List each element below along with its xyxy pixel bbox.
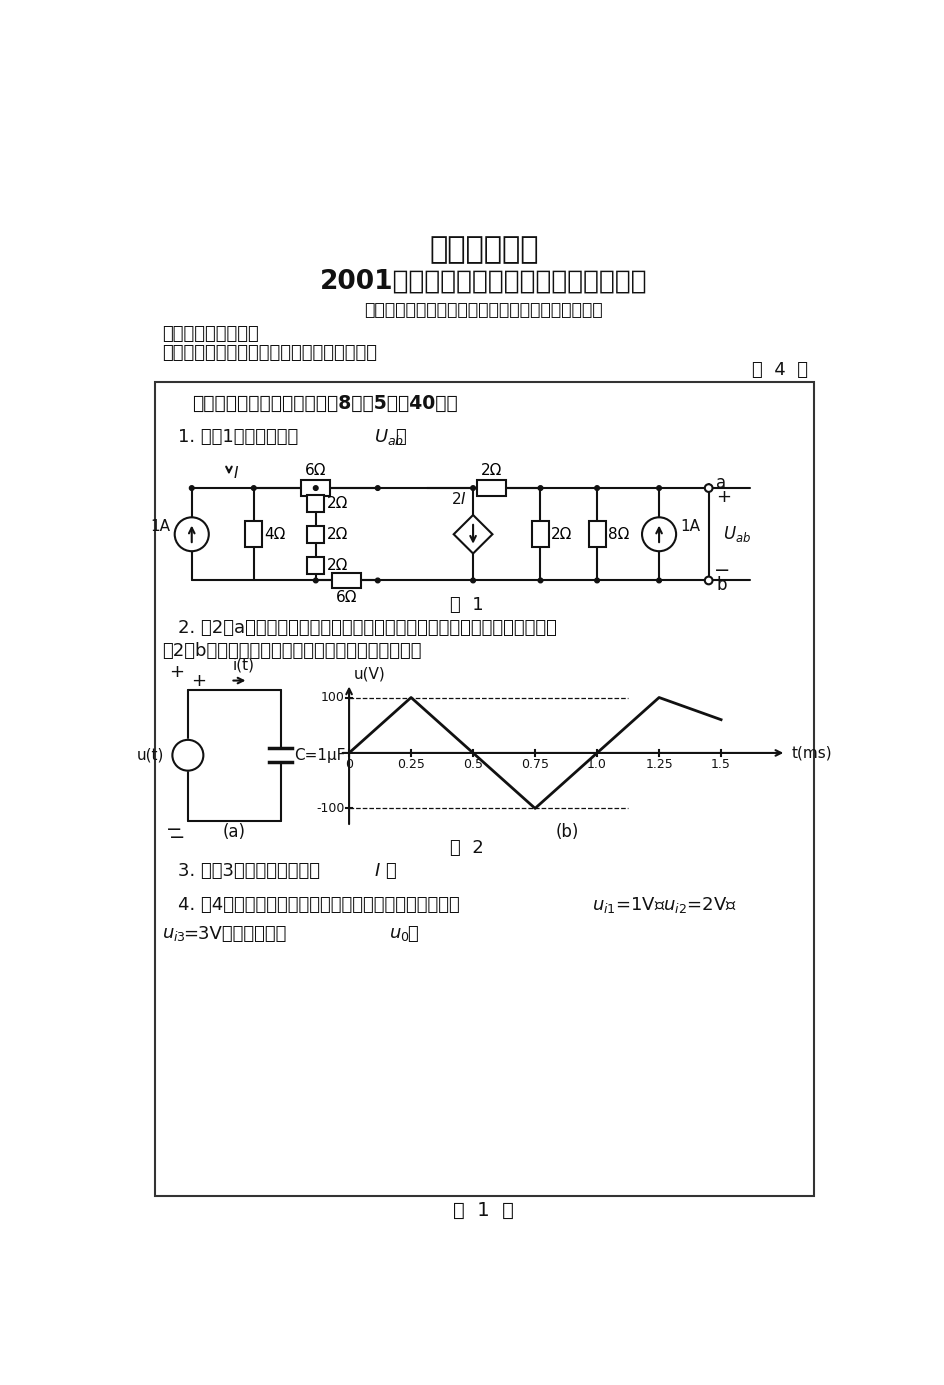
Bar xyxy=(307,526,324,543)
Circle shape xyxy=(251,486,256,490)
Text: $I$: $I$ xyxy=(232,464,239,481)
Text: 2Ω: 2Ω xyxy=(480,463,501,478)
Circle shape xyxy=(594,578,598,583)
Text: 2001年攻读硕士学位研究生入学考试试卷: 2001年攻读硕士学位研究生入学考试试卷 xyxy=(320,269,647,295)
Bar xyxy=(307,557,324,573)
Text: 0.5: 0.5 xyxy=(463,759,482,771)
Circle shape xyxy=(375,486,379,490)
Text: 3. 求图3所示电路中的电流: 3. 求图3所示电路中的电流 xyxy=(177,861,319,879)
Text: 1.25: 1.25 xyxy=(645,759,672,771)
Text: +: + xyxy=(715,489,730,507)
Text: t(ms): t(ms) xyxy=(791,745,832,760)
Text: a: a xyxy=(716,475,726,493)
Text: 共  4  页: 共 4 页 xyxy=(751,361,807,379)
Bar xyxy=(307,494,324,512)
Text: 0.75: 0.75 xyxy=(520,759,548,771)
Text: 4. 图4所示为理想运算放大器电路。已知各输入电压为：: 4. 图4所示为理想运算放大器电路。已知各输入电压为： xyxy=(177,896,459,914)
Text: 1.5: 1.5 xyxy=(711,759,731,771)
Text: (a): (a) xyxy=(223,823,245,841)
Text: 2. 图2（a）所示为一线性电容与一理想电压源连接。已知电压源电压波形如: 2. 图2（a）所示为一线性电容与一理想电压源连接。已知电压源电压波形如 xyxy=(177,619,556,637)
Circle shape xyxy=(375,578,379,583)
Circle shape xyxy=(704,576,712,584)
Circle shape xyxy=(537,578,542,583)
Polygon shape xyxy=(453,515,492,554)
Text: u(V): u(V) xyxy=(353,666,385,681)
Circle shape xyxy=(175,518,209,551)
Bar xyxy=(301,481,330,496)
Bar xyxy=(244,521,262,547)
Text: −: − xyxy=(165,820,182,839)
Text: 图  2: 图 2 xyxy=(449,839,483,857)
Bar xyxy=(588,521,605,547)
Circle shape xyxy=(313,486,318,490)
Text: 2Ω: 2Ω xyxy=(327,558,347,572)
Circle shape xyxy=(656,486,661,490)
Circle shape xyxy=(470,486,475,490)
Text: +: + xyxy=(191,672,206,690)
Text: -100: -100 xyxy=(315,802,344,814)
Text: 4Ω: 4Ω xyxy=(264,526,286,542)
Text: $U_{ab}$: $U_{ab}$ xyxy=(374,427,404,447)
Text: 图  1: 图 1 xyxy=(449,596,483,614)
Text: （请在答题纸上做答，试后本卷与答题纸一同交回）: （请在答题纸上做答，试后本卷与答题纸一同交回） xyxy=(364,301,602,319)
Circle shape xyxy=(641,518,675,551)
Circle shape xyxy=(704,485,712,492)
Text: (b): (b) xyxy=(555,823,579,841)
Text: $u_0$: $u_0$ xyxy=(389,925,410,943)
Text: 1. 求图1所示电路中的: 1. 求图1所示电路中的 xyxy=(177,428,297,446)
Bar xyxy=(331,573,362,589)
Text: 100: 100 xyxy=(320,691,344,704)
Text: 0: 0 xyxy=(345,759,353,771)
Text: C=1μF: C=1μF xyxy=(294,748,346,763)
Circle shape xyxy=(189,486,194,490)
Text: 2Ω: 2Ω xyxy=(327,496,347,511)
Text: 图2（b）。求电容电流、功率、电容储能的波形图。: 图2（b）。求电容电流、功率、电容储能的波形图。 xyxy=(162,643,421,661)
Text: 0.25: 0.25 xyxy=(396,759,425,771)
Circle shape xyxy=(537,486,542,490)
Circle shape xyxy=(470,578,475,583)
Text: 适用专业：电机与电器、电力系统及其自动化: 适用专业：电机与电器、电力系统及其自动化 xyxy=(162,343,377,361)
Text: i(t): i(t) xyxy=(232,656,254,672)
Text: =3V。求输出电压: =3V。求输出电压 xyxy=(183,925,286,943)
Text: −: − xyxy=(169,828,185,848)
Text: 一、求解下列各题：（每小题8分，5题共40分）: 一、求解下列各题：（每小题8分，5题共40分） xyxy=(192,393,457,413)
Bar xyxy=(476,481,505,496)
Text: 2Ω: 2Ω xyxy=(550,526,572,542)
Text: $I$: $I$ xyxy=(374,861,380,879)
Circle shape xyxy=(172,740,203,770)
Text: 1A: 1A xyxy=(150,519,170,535)
Text: b: b xyxy=(716,576,726,594)
Text: 。: 。 xyxy=(385,861,396,879)
Text: 。: 。 xyxy=(395,428,405,446)
Text: 第  1  页: 第 1 页 xyxy=(453,1201,514,1220)
Text: $u_{i3}$: $u_{i3}$ xyxy=(162,925,186,943)
Bar xyxy=(155,382,813,1197)
Text: $2I$: $2I$ xyxy=(450,492,466,507)
Text: 1A: 1A xyxy=(680,519,700,535)
Text: +: + xyxy=(169,662,184,680)
Circle shape xyxy=(656,578,661,583)
Text: 6Ω: 6Ω xyxy=(305,463,327,478)
Text: 华南理工大学: 华南理工大学 xyxy=(429,235,538,265)
Circle shape xyxy=(594,486,598,490)
Text: 6Ω: 6Ω xyxy=(336,590,357,605)
Bar xyxy=(531,521,548,547)
Text: 科目名称：电路原理: 科目名称：电路原理 xyxy=(162,325,259,343)
Text: $u_{i1}$=1V，$u_{i2}$=2V，: $u_{i1}$=1V，$u_{i2}$=2V， xyxy=(592,895,736,915)
Text: 。: 。 xyxy=(407,925,417,943)
Text: $U_{ab}$: $U_{ab}$ xyxy=(722,525,750,544)
Text: 2Ω: 2Ω xyxy=(327,526,347,542)
Circle shape xyxy=(313,578,318,583)
Text: 1.0: 1.0 xyxy=(586,759,606,771)
Text: u(t): u(t) xyxy=(137,748,164,763)
Text: −: − xyxy=(714,561,730,580)
Text: 8Ω: 8Ω xyxy=(607,526,629,542)
